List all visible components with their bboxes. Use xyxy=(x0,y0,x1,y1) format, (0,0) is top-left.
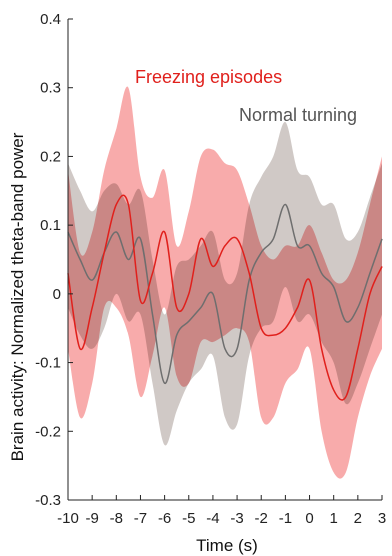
y-tick-label: -0.1 xyxy=(35,355,61,372)
line-normal-turning xyxy=(67,203,383,384)
y-tick-label: 0.2 xyxy=(40,148,61,165)
x-tick-label: 3 xyxy=(378,510,386,527)
y-tick-label: 0.1 xyxy=(40,217,61,234)
y-tick-label: 0 xyxy=(53,286,61,303)
y-axis-label: Brain activity: Normalized theta-band po… xyxy=(8,132,27,461)
x-tick-label: 1 xyxy=(330,510,338,527)
y-tick-label: 0.4 xyxy=(40,11,61,28)
x-tick-label: -8 xyxy=(110,510,123,527)
band-freezing-episodes xyxy=(68,86,382,479)
x-tick-label: -3 xyxy=(230,510,243,527)
mean-lines xyxy=(67,194,383,401)
y-tick-label: -0.2 xyxy=(35,423,61,440)
x-tick-label: -2 xyxy=(255,510,268,527)
x-tick-label: -1 xyxy=(279,510,292,527)
tick-labels: -0.3-0.2-0.100.10.20.30.4-10 -9 -8 -7 -6 -5 -4… xyxy=(35,11,386,527)
x-tick-label: -10 xyxy=(57,510,79,527)
legend-freezing-episodes: Freezing episodes xyxy=(135,67,282,87)
x-tick-label: 2 xyxy=(354,510,362,527)
x-tick-label: -6 xyxy=(158,510,171,527)
x-tick-label: -5 xyxy=(182,510,195,527)
confidence-bands xyxy=(68,86,382,479)
legend-normal-turning: Normal turning xyxy=(239,105,357,125)
x-tick-label: -4 xyxy=(206,510,219,527)
y-tick-label: -0.3 xyxy=(35,492,61,509)
line-freezing-episodes xyxy=(67,194,383,401)
x-tick-label: -7 xyxy=(134,510,147,527)
x-axis-label: Time (s) xyxy=(196,536,258,555)
x-tick-label: 0 xyxy=(305,510,313,527)
x-tick-label: -9 xyxy=(85,510,98,527)
y-tick-label: 0.3 xyxy=(40,80,61,97)
axes xyxy=(67,18,383,501)
